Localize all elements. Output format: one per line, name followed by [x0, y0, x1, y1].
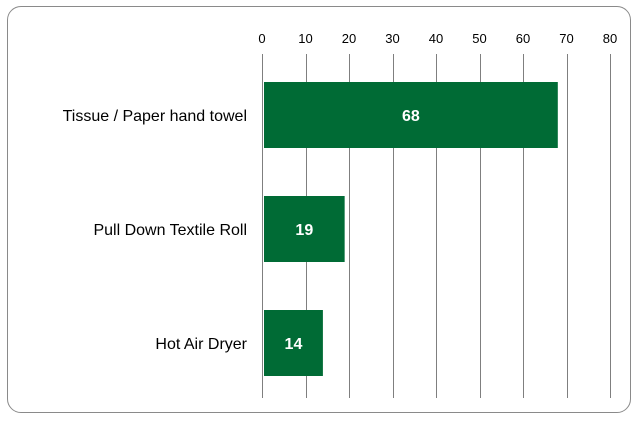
data-label: 19	[295, 222, 313, 239]
bar	[264, 196, 345, 262]
x-tick-label: 50	[472, 31, 486, 46]
x-tick-label: 10	[298, 31, 312, 46]
data-label: 14	[285, 336, 303, 353]
x-tick-label: 20	[342, 31, 356, 46]
x-tick-label: 30	[385, 31, 399, 46]
x-tick-label: 70	[559, 31, 573, 46]
bar	[264, 82, 558, 148]
x-tick-label: 0	[258, 31, 265, 46]
x-tick-label: 80	[603, 31, 617, 46]
x-tick-label: 60	[516, 31, 530, 46]
data-label: 68	[402, 108, 420, 125]
category-label: Hot Air Dryer	[155, 336, 247, 353]
category-label: Pull Down Textile Roll	[93, 222, 247, 239]
category-label: Tissue / Paper hand towel	[63, 108, 247, 125]
x-tick-label: 40	[429, 31, 443, 46]
bar	[264, 310, 323, 376]
